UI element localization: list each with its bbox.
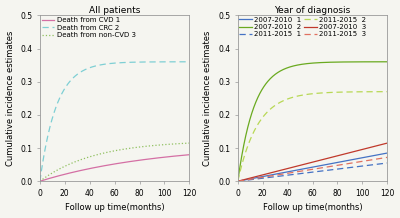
Y-axis label: Cumulative incidence estimates: Cumulative incidence estimates: [204, 31, 212, 166]
Title: Year of diagnosis: Year of diagnosis: [274, 5, 351, 15]
Legend: Death from CVD 1, Death from CRC 2, Death from non-CVD 3: Death from CVD 1, Death from CRC 2, Deat…: [42, 17, 136, 38]
Legend: 2007-2010  1, 2007-2010  2, 2011-2015  1, 2011-2015  2, 2007-2010  3, 2011-2015 : 2007-2010 1, 2007-2010 2, 2011-2015 1, 2…: [239, 17, 366, 37]
X-axis label: Follow up time(months): Follow up time(months): [263, 203, 362, 213]
Title: All patients: All patients: [89, 5, 140, 15]
Y-axis label: Cumulative incidence estimates: Cumulative incidence estimates: [6, 31, 14, 166]
X-axis label: Follow up time(months): Follow up time(months): [65, 203, 164, 213]
